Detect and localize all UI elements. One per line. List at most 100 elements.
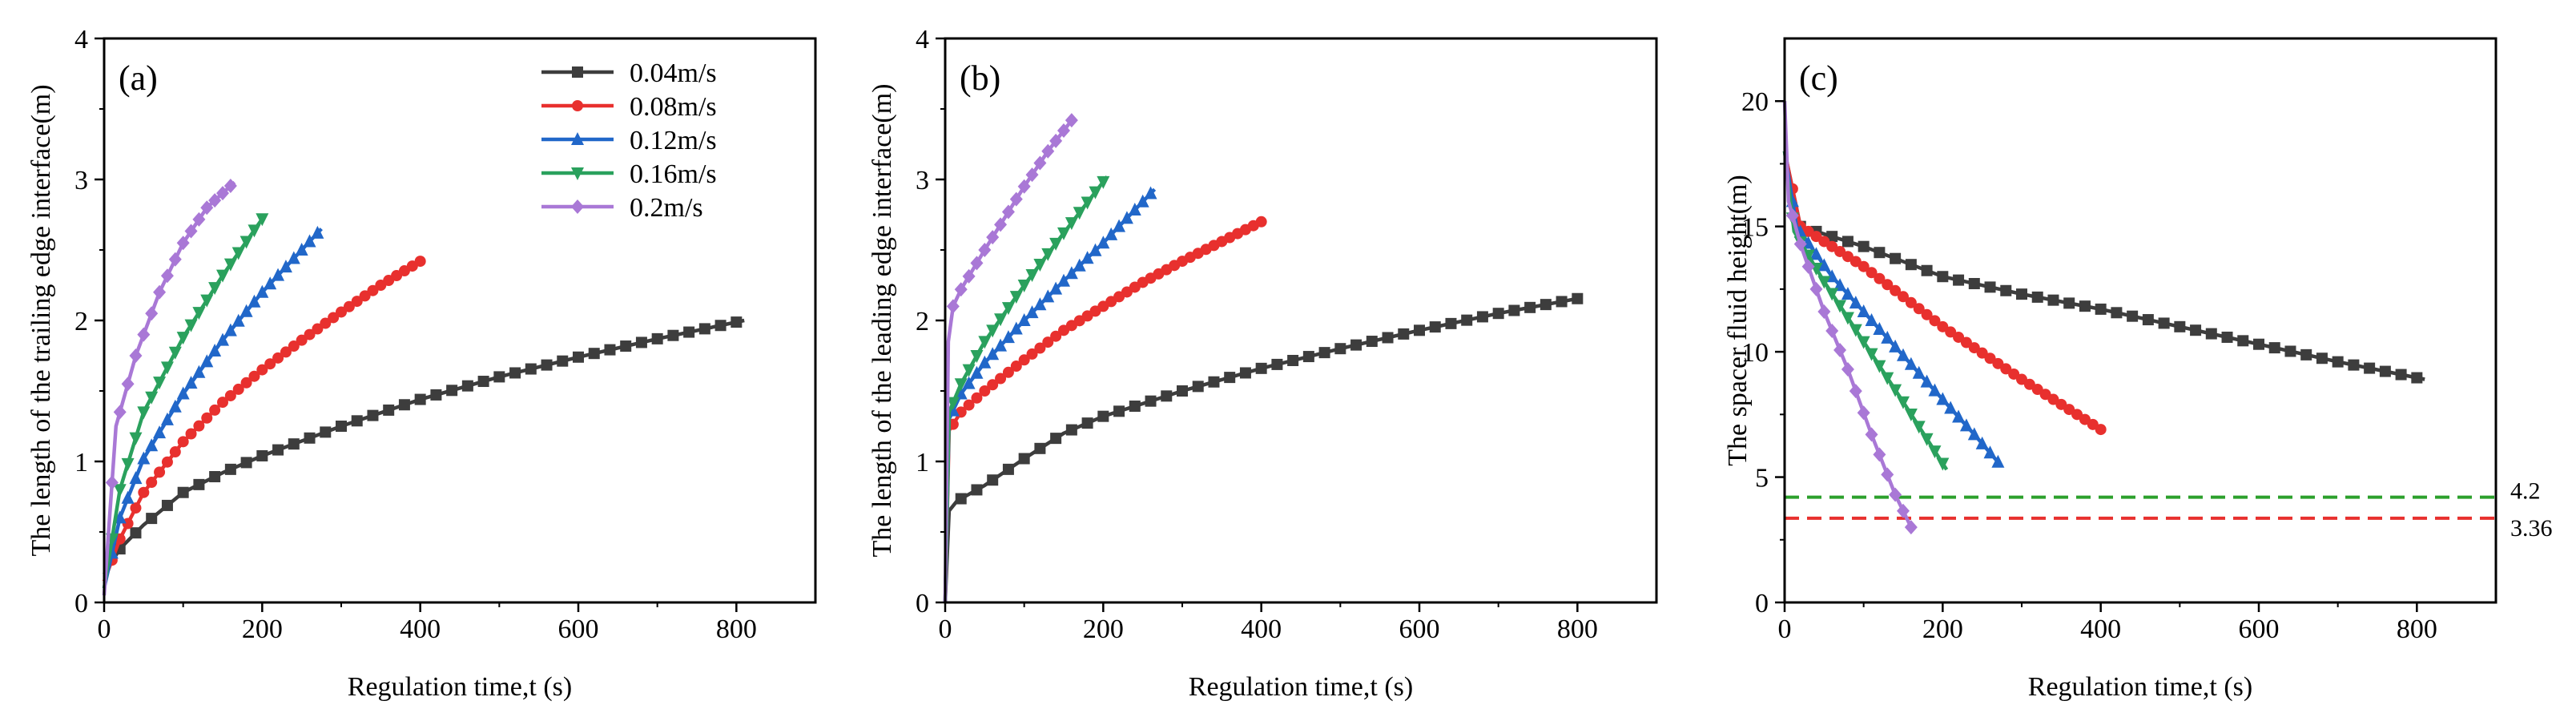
data-point (978, 336, 992, 349)
data-point (2300, 348, 2312, 361)
data-point (954, 378, 968, 392)
data-point (138, 486, 150, 498)
data-point (1849, 384, 1862, 399)
data-point (1239, 367, 1251, 379)
data-point (272, 268, 285, 281)
data-point (1065, 266, 1078, 280)
y-axis-label: The spacer fluid height(m) (1723, 175, 1753, 465)
data-point (946, 397, 960, 410)
data-point (971, 484, 983, 496)
data-point (256, 284, 269, 298)
data-point (1841, 362, 1854, 377)
data-point (351, 415, 363, 427)
data-point (1897, 396, 1910, 409)
x-tick-label: 200 (1922, 614, 1963, 644)
data-point (256, 449, 268, 461)
data-point (1881, 330, 1894, 344)
data-point (994, 217, 1008, 232)
data-point (129, 432, 143, 445)
data-point (1897, 503, 1910, 518)
data-point (1975, 436, 1989, 449)
y-axis-label: The length of the trailing edge interfac… (26, 84, 56, 556)
data-point (509, 367, 521, 379)
data-point (1936, 392, 1950, 405)
data-point (1858, 260, 1870, 272)
data-point (1081, 251, 1094, 264)
x-tick-label: 600 (1399, 614, 1440, 644)
data-point (2205, 328, 2217, 340)
data-point (1097, 410, 1109, 422)
data-point (1905, 259, 1917, 271)
data-point (1017, 313, 1031, 326)
data-point (153, 377, 167, 390)
data-point (1912, 365, 1926, 379)
data-point (1081, 417, 1093, 429)
data-point (200, 294, 214, 308)
data-point (1960, 336, 1972, 348)
data-point (137, 451, 151, 465)
data-point (1983, 445, 1997, 459)
x-axis-label: Regulation time,t (s) (2028, 672, 2252, 702)
x-axis-label: Regulation time,t (s) (348, 672, 572, 702)
data-point (367, 409, 379, 421)
data-point (1017, 179, 1031, 194)
data-point (1929, 315, 1941, 327)
data-point (2348, 359, 2360, 371)
data-point (1953, 274, 1965, 286)
data-point (1017, 280, 1031, 292)
data-point (1089, 186, 1102, 199)
data-point (1097, 236, 1110, 249)
series-line (943, 119, 1073, 603)
data-point (161, 499, 173, 511)
data-point (1967, 427, 1981, 441)
data-point (1366, 336, 1378, 348)
data-point (2000, 284, 2012, 296)
data-point (1921, 264, 1933, 276)
data-point (137, 327, 151, 342)
series-0-16m-s (102, 213, 269, 589)
data-point (1009, 191, 1023, 207)
data-point (129, 471, 143, 485)
data-point (2411, 372, 2423, 384)
data-point (1858, 240, 1870, 252)
data-point (129, 348, 143, 363)
axes-a: 0 200 400 600 800 0 1 2 3 4 (74, 25, 757, 644)
data-point (1065, 217, 1078, 231)
y-tick-label: 0 (74, 589, 88, 618)
data-point (1334, 343, 1346, 355)
data-point (1556, 296, 1568, 308)
data-point (1208, 376, 1220, 388)
data-point (223, 179, 237, 194)
data-point (2364, 362, 2376, 374)
data-point (1889, 487, 1902, 502)
data-point (1825, 288, 1839, 301)
data-point (1025, 305, 1039, 319)
data-point (1476, 311, 1488, 323)
data-point (1009, 321, 1023, 335)
data-point (1042, 336, 1054, 348)
x-tick-label: 0 (1778, 614, 1792, 644)
data-point (256, 364, 268, 376)
data-point (1128, 203, 1141, 216)
panel-a: 0.04m/s 0.08m/s 0.12m/s 0.16m/s 0.2m/s 0 200 4… (26, 25, 817, 702)
y-tick-label: 1 (916, 448, 929, 477)
data-point (192, 365, 206, 378)
data-point (1057, 227, 1070, 240)
data-point (1129, 401, 1141, 413)
data-point (1287, 354, 1299, 366)
data-point (1025, 167, 1039, 183)
data-point (1984, 352, 1996, 365)
y-tick-label: 4 (916, 25, 929, 54)
data-point (1524, 301, 1536, 313)
data-point (121, 490, 135, 504)
series-line (1782, 101, 1913, 529)
reference-line-label: 4.2 (2510, 478, 2541, 505)
data-point (343, 300, 355, 312)
data-point (1073, 207, 1086, 220)
data-point (145, 438, 159, 452)
data-point (1905, 296, 1917, 308)
data-point (192, 211, 206, 227)
data-point (232, 383, 244, 395)
data-point (168, 346, 182, 360)
